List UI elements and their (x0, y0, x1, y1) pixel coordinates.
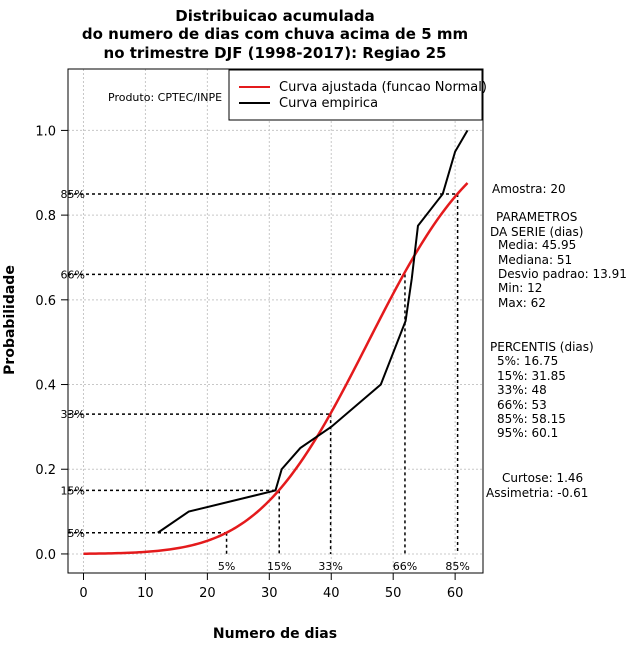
param-desvio: Desvio padrao: 13.91 (498, 267, 627, 281)
percentile-label-left-2: 33% (61, 408, 85, 421)
percentil-66: 66%: 53 (497, 398, 547, 412)
x-tick-label-40: 40 (323, 586, 340, 601)
params-header-line-1: PARAMETROS (496, 210, 577, 224)
percentile-label-left-1: 15% (61, 484, 85, 497)
percentile-label-bottom-4: 85% (445, 560, 469, 573)
param-media: Media: 45.95 (498, 238, 576, 252)
percentis-header: PERCENTIS (dias) (490, 340, 594, 354)
y-tick-label-5: 1.0 (35, 124, 56, 139)
chart-title-line-2: do numero de dias com chuva acima de 5 m… (82, 25, 468, 43)
percentil-15: 15%: 31.85 (497, 369, 566, 383)
y-tick-label-1: 0.2 (35, 463, 56, 478)
curtose-label: Curtose: 1.46 (502, 471, 583, 485)
percentile-label-left-4: 85% (61, 188, 85, 201)
percentile-markers: 5% 5% 15% 15% 33% 33% 66% 66% 85% 85% (61, 188, 470, 573)
param-max: Max: 62 (498, 296, 546, 310)
series-lines (83, 129, 469, 555)
percentile-label-left-3: 66% (61, 268, 85, 281)
param-mediana: Mediana: 51 (498, 253, 572, 267)
percentil-33: 33%: 48 (497, 383, 547, 397)
legend-box (228, 69, 483, 121)
x-tick-label-30: 30 (261, 586, 278, 601)
y-tick-label-2: 0.4 (35, 379, 56, 394)
percentile-label-bottom-1: 15% (267, 560, 291, 573)
percentil-95: 95%: 60.1 (497, 426, 558, 440)
x-tick-label-20: 20 (199, 586, 216, 601)
percentile-label-bottom-0: 5% (218, 560, 235, 573)
x-tick-label-0: 0 (79, 586, 87, 601)
y-tick-label-0: 0.0 (35, 548, 56, 563)
percentile-label-left-0: 5% (68, 527, 85, 540)
series-line-empirical (157, 129, 469, 534)
series-line-fitted-normal (83, 182, 469, 555)
percentil-85: 85%: 58.15 (497, 412, 566, 426)
stats-panel: Amostra: 20 PARAMETROS DA SERIE (dias) M… (486, 182, 627, 500)
chart-title-line-3: no trimestre DJF (1998-2017): Regiao 25 (104, 44, 447, 62)
y-axis-title: Probabilidade (2, 265, 18, 375)
legend-label-fitted: Curva ajustada (funcao Normal) (279, 80, 487, 95)
x-tick-label-10: 10 (137, 586, 154, 601)
legend-label-empirical: Curva empirica (279, 96, 378, 111)
y-tick-label-4: 0.8 (35, 209, 56, 224)
legend: Curva ajustada (funcao Normal) Curva emp… (228, 69, 487, 121)
x-tick-label-60: 60 (447, 586, 464, 601)
percentile-label-bottom-2: 33% (318, 560, 342, 573)
x-axis: 0 10 20 30 40 50 60 (79, 572, 464, 601)
x-tick-label-50: 50 (385, 586, 402, 601)
y-tick-label-3: 0.6 (35, 294, 56, 309)
params-header-line-2: DA SERIE (dias) (490, 225, 583, 239)
percentil-5: 5%: 16.75 (497, 354, 558, 368)
assimetria-label: Assimetria: -0.61 (486, 486, 588, 500)
percentile-label-bottom-3: 66% (393, 560, 417, 573)
chart-title-line-1: Distribuicao acumulada (175, 7, 374, 25)
x-axis-title: Numero de dias (213, 626, 337, 642)
param-min: Min: 12 (498, 281, 542, 295)
y-axis: 0.0 0.2 0.4 0.6 0.8 1.0 (35, 124, 68, 563)
sample-size-label: Amostra: 20 (492, 182, 566, 196)
grid-lines (68, 69, 483, 573)
product-label: Produto: CPTEC/INPE (108, 91, 222, 104)
plot-area-frame (67, 68, 484, 574)
